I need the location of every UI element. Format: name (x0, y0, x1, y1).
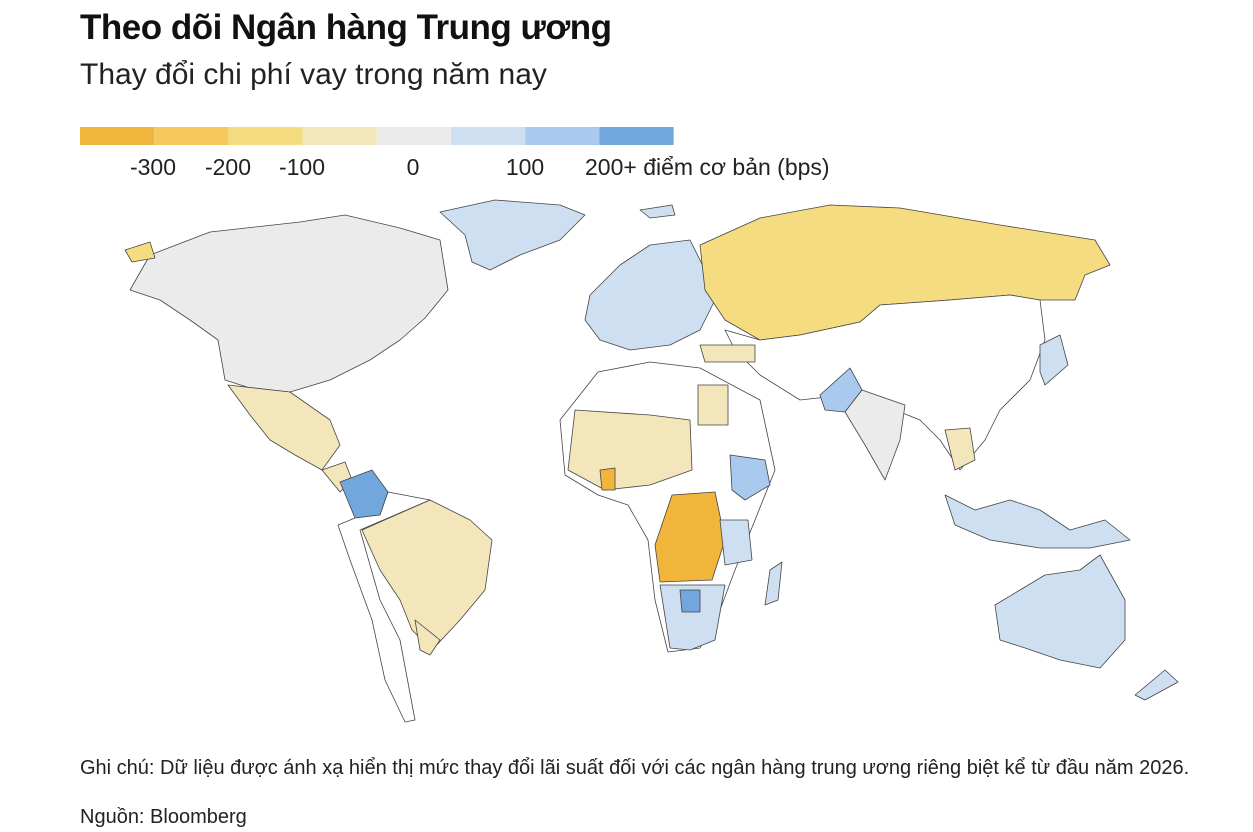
madagascar (764, 561, 783, 606)
australia (994, 554, 1126, 669)
iceland (639, 204, 676, 219)
title: Theo dõi Ngân hàng Trung ương (80, 8, 612, 47)
europe (584, 239, 716, 351)
legend-label: 100 (506, 154, 544, 180)
botswana (679, 589, 701, 613)
legend-swatch (154, 127, 229, 145)
southern-africa (659, 584, 726, 651)
legend-swatch (599, 127, 674, 145)
legend-swatch (80, 127, 155, 145)
central-africa (654, 491, 726, 583)
legend-swatch (451, 127, 526, 145)
source: Nguồn: Bloomberg (80, 806, 247, 828)
india (844, 389, 906, 481)
greenland (439, 199, 586, 271)
ethiopia (729, 454, 771, 501)
west-africa (567, 409, 693, 491)
note: Ghi chú: Dữ liệu được ánh xạ hiển thị mứ… (80, 757, 1190, 779)
subtitle: Thay đổi chi phí vay trong năm nay (80, 58, 547, 91)
legend: -300 -200 -100 0 100 200+ điểm cơ bản (bps) (80, 127, 830, 180)
legend-swatch (525, 127, 600, 145)
ghana (599, 467, 616, 491)
alaska-region (124, 241, 156, 263)
east-africa (719, 519, 753, 566)
brazil (361, 499, 493, 651)
mexico (227, 384, 341, 471)
world-map (124, 199, 1179, 723)
indonesia (944, 494, 1131, 549)
north-america (129, 214, 449, 393)
legend-swatch (376, 127, 451, 145)
legend-label: 200+ điểm cơ bản (bps) (585, 154, 830, 180)
legend-label: -100 (279, 154, 325, 180)
egypt (697, 384, 729, 426)
legend-swatch (228, 127, 303, 145)
south-america-west (337, 491, 431, 723)
turkey (699, 344, 756, 363)
legend-label: -200 (205, 154, 251, 180)
legend-label: 0 (407, 154, 420, 180)
legend-label: -300 (130, 154, 176, 180)
legend-swatch (302, 127, 377, 145)
thailand (944, 427, 976, 471)
argentina (414, 619, 441, 656)
new-zealand (1134, 669, 1179, 701)
japan (1039, 334, 1069, 386)
